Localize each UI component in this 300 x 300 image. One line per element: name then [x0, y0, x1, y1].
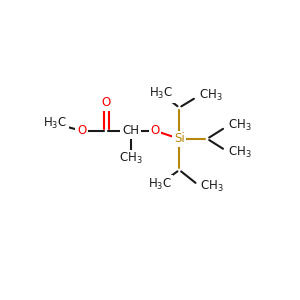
- Text: O: O: [101, 97, 111, 110]
- Text: O: O: [77, 124, 86, 137]
- Text: H$_3$C: H$_3$C: [148, 177, 172, 192]
- Text: Si: Si: [174, 132, 185, 145]
- Text: CH$_3$: CH$_3$: [199, 88, 223, 103]
- Text: O: O: [150, 124, 160, 137]
- Text: H$_3$C: H$_3$C: [43, 116, 67, 131]
- Text: H$_3$C: H$_3$C: [149, 86, 173, 101]
- Text: CH$_3$: CH$_3$: [200, 179, 224, 194]
- Text: CH: CH: [122, 124, 139, 137]
- Text: CH$_3$: CH$_3$: [228, 118, 252, 133]
- Text: CH$_3$: CH$_3$: [119, 151, 142, 166]
- Text: CH$_3$: CH$_3$: [228, 144, 252, 160]
